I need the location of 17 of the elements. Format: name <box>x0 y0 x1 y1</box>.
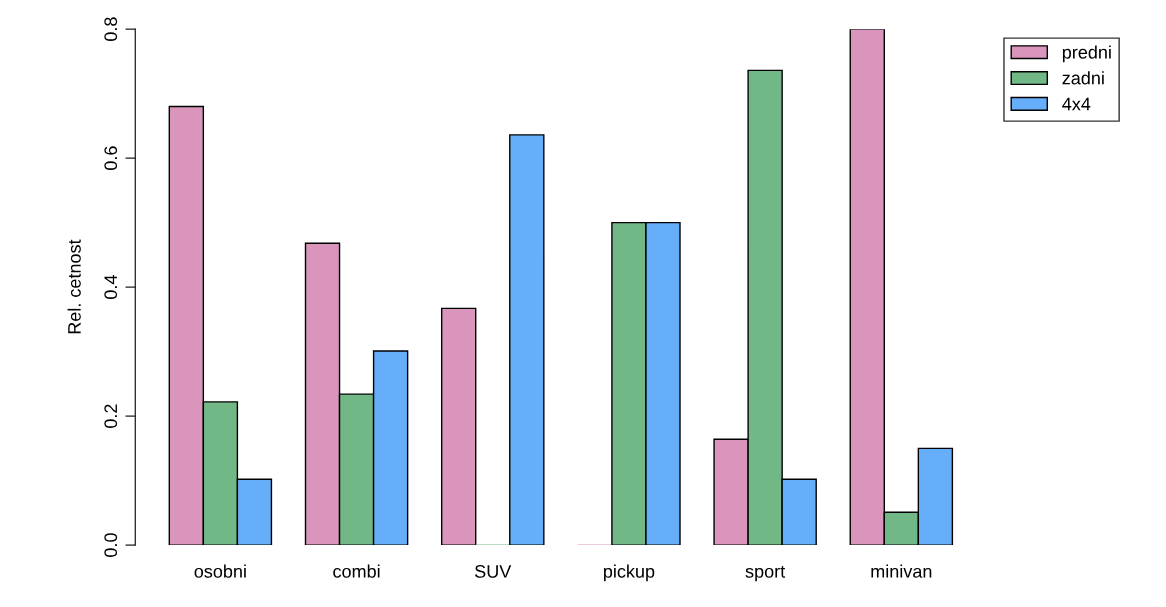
legend-label: zadni <box>1062 71 1104 85</box>
x-tick-label: combi <box>333 564 380 578</box>
bar <box>509 134 545 546</box>
x-tick-label: sport <box>745 565 786 582</box>
x-tick-label: SUV <box>475 565 512 578</box>
bar <box>440 307 477 546</box>
y-tick-label: 0.8 <box>104 17 118 41</box>
legend-label: predni <box>1062 45 1111 63</box>
y-axis-title: Rel. cetnost <box>67 239 81 334</box>
x-tick-label: pickup <box>604 564 655 582</box>
y-tick-label: 0.0 <box>104 533 118 557</box>
legend-label: 4x4 <box>1062 97 1091 111</box>
y-tick-label: 0.4 <box>104 275 118 299</box>
y-tick-label: 0.2 <box>104 404 118 428</box>
x-tick-label: minivan <box>871 564 932 578</box>
x-tick-label: osobni <box>194 564 246 578</box>
y-tick-label: 0.6 <box>104 146 118 170</box>
